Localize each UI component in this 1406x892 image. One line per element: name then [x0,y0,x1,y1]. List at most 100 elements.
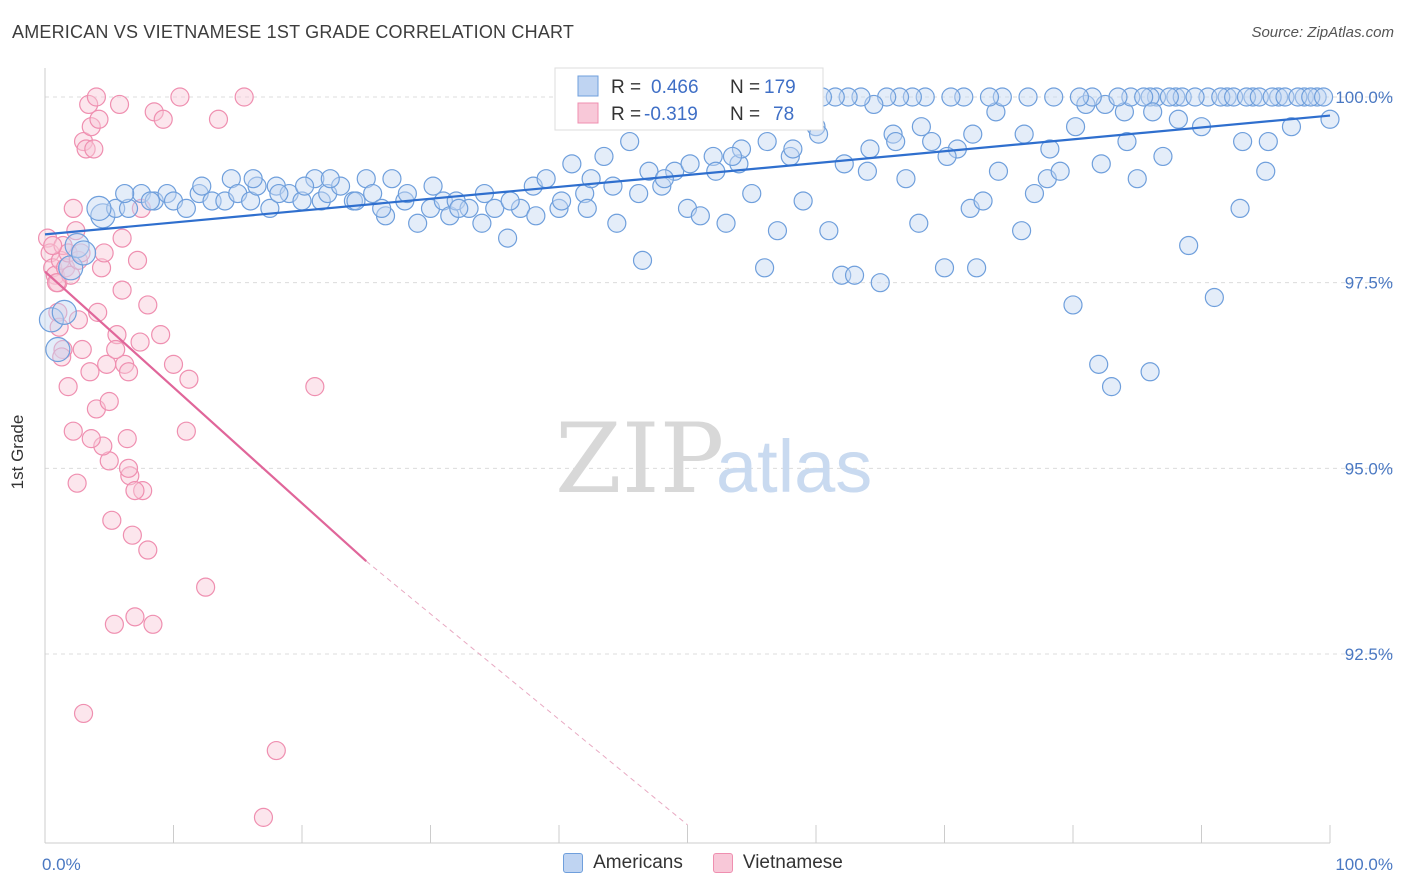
americans-point-108 [1320,109,1340,129]
legend-n-label-2: N = [730,104,760,125]
legend-r-label-1: R = [611,77,641,98]
americans-point-76 [909,213,929,233]
chart-title: AMERICAN VS VIETNAMESE 1ST GRADE CORRELA… [12,22,575,42]
americans-point-155 [963,124,983,144]
americans-point-187 [86,195,112,221]
americans-point-71 [844,265,865,285]
americans-point-35 [408,213,428,233]
vietnamese-point-64 [170,87,190,107]
americans-point-133 [979,87,1000,107]
americans-point-74 [883,124,903,144]
americans-point-47 [549,198,569,218]
americans-point-170 [577,198,597,218]
vietnamese-point-67 [118,362,139,382]
legend-swatch-americans [563,853,584,873]
vietnamese-point-68 [43,235,63,256]
americans-point-40 [459,198,479,218]
y-tick-label-3: 100.0% [1335,88,1393,107]
americans-point-177 [397,183,417,204]
americans-point-182 [269,183,289,204]
americans-point-64 [754,258,775,278]
vietnamese-point-37 [133,481,153,501]
y-tick-label-0: 92.5% [1345,645,1393,664]
legend-item-americans: Americans [563,852,683,874]
americans-point-65 [767,221,788,241]
legend-box [554,67,824,131]
americans-point-51 [594,146,614,167]
trend-line-vietnamese-extension [365,560,688,826]
americans-point-8 [118,198,139,218]
y-tick-label-2: 97.5% [1345,274,1393,293]
americans-point-89 [1076,94,1096,115]
americans-point-48 [562,154,582,174]
legend-swatch-vietnamese [712,853,733,873]
legend-r-label-2: R = [611,104,641,125]
vietnamese-point-28 [109,94,130,115]
americans-point-42 [485,198,505,218]
americans-point-173 [500,191,520,211]
vietnamese-point-16 [79,94,99,115]
americans-point-152 [1040,139,1060,159]
vietnamese-point-49 [99,391,119,412]
americans-point-130 [1044,87,1064,107]
americans-point-87 [1050,161,1070,181]
vietnamese-point-53 [125,481,145,501]
vietnamese-point-56 [163,354,184,374]
americans-point-129 [1069,87,1090,107]
legend-n-value-1: 179 [764,77,796,98]
americans-point-104 [1268,87,1289,107]
vietnamese-point-39 [143,614,163,634]
americans-point-25 [305,169,325,189]
americans-point-11 [157,183,177,204]
americans-point-149 [1117,131,1137,152]
legend-n-label-1: N = [730,77,760,98]
vietnamese-point-19 [86,87,107,107]
legend-swatch-americans [577,75,599,97]
americans-point-77 [922,131,942,152]
americans-point-88 [1063,295,1083,315]
trend-line-americans [44,114,1331,236]
watermark-zip: ZIP [555,403,724,515]
vietnamese-point-61 [253,807,274,827]
americans-point-103 [1256,161,1276,181]
americans-point-96 [1166,87,1186,107]
vietnamese-point-25 [102,510,122,530]
vietnamese-point-44 [68,310,89,330]
americans-point-82 [973,191,993,211]
americans-point-153 [1014,124,1034,144]
americans-point-175 [449,198,469,218]
americans-point-55 [639,161,659,181]
americans-point-52 [607,213,627,233]
vietnamese-point-33 [122,525,142,545]
americans-point-2 [51,299,77,325]
americans-point-63 [742,183,762,204]
vietnamese-point-45 [73,703,94,724]
americans-point-93 [1127,169,1147,189]
americans-point-160 [834,154,854,174]
y-tick-label-1: 95.0% [1345,459,1393,478]
americans-point-166 [680,154,700,174]
americans-point-73 [870,273,890,293]
x-tick-label-1: 100.0% [1335,855,1393,874]
vietnamese-point-75 [153,109,173,129]
americans-point-127 [1108,87,1128,107]
series-legend: Americans Vietnamese [0,852,1406,874]
americans-point-122 [1313,87,1334,107]
americans-point-100 [1217,87,1237,107]
americans-point-69 [819,221,839,241]
vietnamese-point-32 [120,466,140,486]
americans-point-126 [1134,87,1154,107]
americans-point-147 [1168,109,1188,129]
vietnamese-point-18 [84,139,104,159]
americans-point-99 [1204,287,1224,308]
tick-labels: 92.5% 95.0% 97.5% 100.0% 0.0% 100.0% [42,88,1393,874]
vietnamese-point-34 [125,607,145,627]
vietnamese-point-55 [151,325,171,345]
americans-point-102 [1243,87,1263,107]
vietnamese-point-57 [176,421,196,441]
legend-label-americans: Americans [593,852,683,873]
vietnamese-point-17 [81,117,101,137]
watermark-atlas: atlas [716,425,872,508]
americans-point-94 [1140,362,1160,382]
americans-point-5 [70,240,97,266]
